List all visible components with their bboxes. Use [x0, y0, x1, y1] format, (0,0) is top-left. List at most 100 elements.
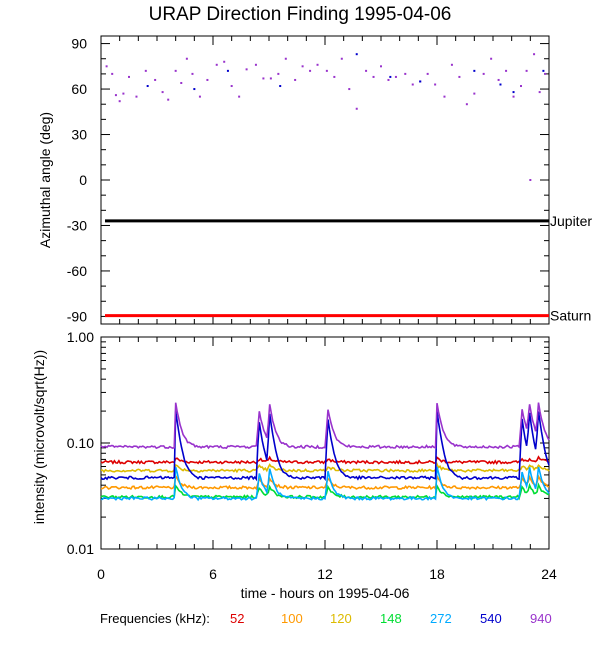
- azimuth-point: [355, 53, 358, 56]
- azimuth-point: [497, 78, 500, 81]
- azimuth-point: [411, 83, 414, 86]
- y-tick-label: -60: [67, 263, 87, 279]
- azimuth-point: [482, 72, 485, 75]
- y-tick-label: -90: [67, 308, 87, 324]
- azimuth-point: [490, 57, 493, 60]
- azimuth-point: [533, 53, 536, 56]
- azimuth-point: [404, 72, 407, 75]
- y-tick-label: 0.01: [67, 541, 94, 557]
- azimuth-point: [301, 65, 304, 68]
- legend-title: Frequencies (kHz):: [100, 611, 210, 626]
- azimuth-point: [505, 69, 508, 72]
- azimuth-point: [316, 63, 319, 66]
- azimuth-point: [174, 69, 177, 72]
- azimuth-point: [191, 72, 194, 75]
- azimuth-point: [520, 85, 522, 88]
- azimuth-point: [238, 95, 241, 98]
- y-tick-label: 0: [79, 172, 87, 188]
- y-tick-label: -30: [67, 217, 87, 233]
- y-tick-label: 90: [71, 36, 87, 52]
- azimuth-point: [269, 77, 272, 80]
- azimuth-point: [450, 63, 453, 66]
- x-tick-label: 18: [429, 566, 445, 582]
- intensity-xlabel: time - hours on 1995-04-06: [241, 585, 410, 601]
- azimuth-point: [206, 78, 209, 81]
- x-tick-label: 0: [97, 566, 105, 582]
- azimuth-point: [223, 60, 226, 63]
- legend-item-120: 120: [330, 611, 352, 626]
- azimuth-point: [538, 91, 541, 94]
- azimuth-point: [355, 107, 358, 110]
- azimuth-point: [544, 72, 547, 75]
- azimuth-point: [105, 65, 108, 68]
- azimuth-point: [348, 88, 351, 91]
- azimuth-point: [230, 85, 233, 88]
- azimuth-point: [262, 77, 265, 80]
- reference-label: Saturn: [550, 308, 591, 324]
- azimuth-point: [325, 69, 328, 72]
- legend-item-148: 148: [380, 611, 402, 626]
- azimuth-point: [473, 92, 476, 95]
- azimuth-point: [394, 75, 397, 78]
- x-tick-label: 12: [317, 566, 333, 582]
- legend-item-272: 272: [430, 611, 452, 626]
- intensity-panel: 1.00 0.10 0.01 intensity (microvolt/sqrt(Hz…: [31, 329, 557, 601]
- reference-label: Jupiter: [550, 213, 592, 229]
- y-tick-label: 60: [71, 81, 87, 97]
- azimuth-point: [512, 91, 515, 94]
- azimuth-point: [180, 81, 183, 84]
- azimuth-point: [465, 103, 468, 106]
- azimuth-point: [118, 100, 121, 103]
- azimuth-point: [512, 95, 515, 98]
- azimuth-point: [499, 83, 502, 86]
- azimuth-point: [122, 92, 125, 95]
- azimuth-point: [380, 65, 382, 68]
- x-tick-label: 6: [209, 566, 217, 582]
- azimuth-point: [154, 78, 157, 81]
- azimuth-point: [215, 63, 218, 66]
- azimuth-frame: [100, 35, 550, 325]
- azimuth-point: [135, 95, 138, 98]
- intensity-series-272: [100, 466, 550, 502]
- azimuth-point: [419, 80, 422, 83]
- y-tick-label: 0.10: [67, 435, 94, 451]
- azimuth-point: [458, 75, 461, 78]
- azimuth-ylabel: Azimuthal angle (deg): [37, 112, 53, 248]
- x-tick-label: 24: [541, 566, 557, 582]
- azimuth-point: [340, 57, 343, 60]
- azimuth-point: [309, 69, 312, 72]
- frequency-legend: Frequencies (kHz): 52 100 120 148 272 540 940: [100, 611, 580, 631]
- azimuth-point: [144, 69, 147, 72]
- azimuth-point: [333, 75, 336, 78]
- azimuth-point: [128, 75, 130, 78]
- azimuth-point: [443, 95, 446, 98]
- azimuth-point: [167, 98, 170, 101]
- azimuth-point: [387, 78, 390, 81]
- azimuth-point: [525, 69, 528, 72]
- y-tick-label: 1.00: [67, 329, 94, 345]
- azimuth-point: [245, 68, 248, 71]
- azimuth-point: [294, 78, 297, 81]
- azimuth-point: [254, 63, 257, 66]
- azimuth-point: [372, 75, 375, 78]
- azimuth-point: [185, 57, 188, 60]
- azimuth-panel: 90 60 30 0 -30 -60 -90 Azimuthal angle (deg) Jup…: [37, 35, 592, 325]
- azimuth-point: [389, 75, 392, 78]
- azimuth-point: [434, 83, 437, 86]
- chart-title: URAP Direction Finding 1995-04-06: [148, 4, 452, 25]
- azimuth-point: [542, 69, 545, 72]
- legend-item-540: 540: [480, 611, 502, 626]
- azimuth-point: [426, 72, 429, 75]
- azimuth-point: [198, 95, 201, 98]
- azimuth-point: [111, 72, 114, 75]
- azimuth-point: [161, 91, 164, 94]
- intensity-ylabel: intensity (microvolt/sqrt(Hz)): [31, 350, 47, 524]
- azimuth-point: [279, 85, 282, 88]
- legend-item-940: 940: [530, 611, 552, 626]
- azimuth-point: [277, 72, 280, 75]
- y-tick-label: 30: [71, 127, 87, 143]
- legend-item-100: 100: [281, 611, 303, 626]
- azimuth-point: [284, 57, 287, 60]
- azimuth-point: [114, 94, 117, 97]
